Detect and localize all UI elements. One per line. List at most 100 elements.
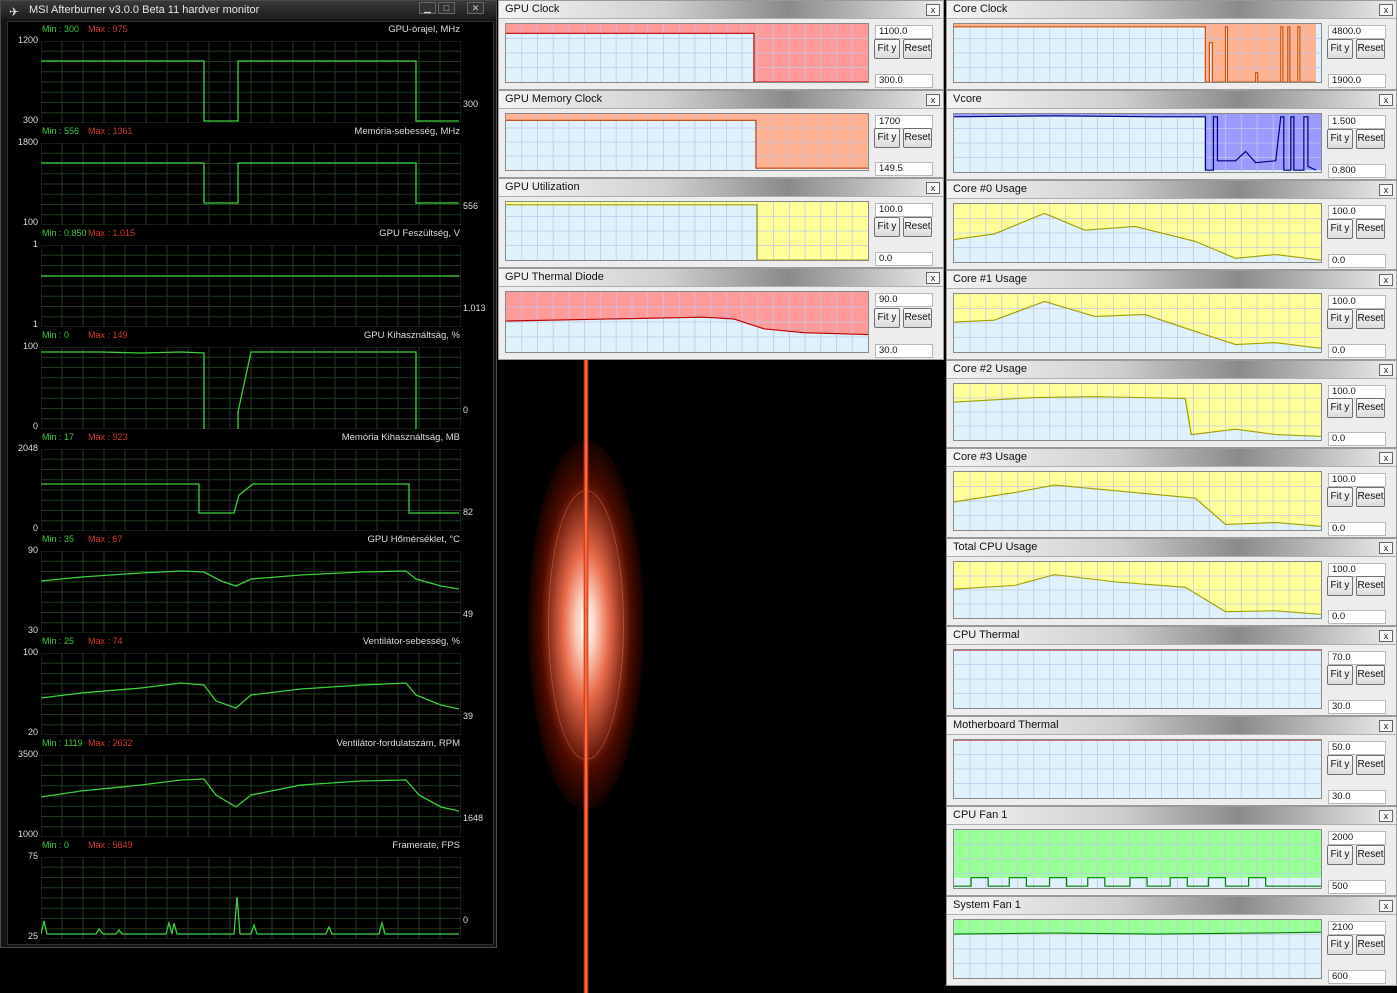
- panel-max-value[interactable]: 90.0: [875, 293, 933, 307]
- fit-y-button[interactable]: Fit y: [874, 128, 900, 148]
- afterburner-graph[interactable]: Min : 0.850 Max : 1.015 GPU Feszültség, …: [8, 226, 494, 329]
- close-icon[interactable]: x: [926, 94, 940, 106]
- panel-max-value[interactable]: 70.0: [1328, 651, 1386, 665]
- panel-titlebar[interactable]: CPU Thermal x: [947, 627, 1396, 645]
- reset-button[interactable]: Reset: [1356, 487, 1385, 507]
- fit-y-button[interactable]: Fit y: [1327, 665, 1353, 685]
- panel-min-value[interactable]: 1900.0: [1328, 74, 1386, 88]
- panel-max-value[interactable]: 1100.0: [875, 25, 933, 39]
- panel-min-value[interactable]: 0.0: [875, 252, 933, 266]
- close-icon[interactable]: x: [1379, 274, 1393, 286]
- afterburner-graph[interactable]: Min : 25 Max : 74 Ventilátor-sebesség, %…: [8, 634, 494, 737]
- panel-max-value[interactable]: 100.0: [875, 203, 933, 217]
- panel-max-value[interactable]: 100.0: [1328, 563, 1386, 577]
- reset-button[interactable]: Reset: [903, 39, 932, 59]
- monitor-panel[interactable]: GPU Thermal Diode x 90.0 Fit y Reset 30.…: [498, 268, 944, 360]
- close-icon[interactable]: x: [926, 182, 940, 194]
- fit-y-button[interactable]: Fit y: [1327, 576, 1353, 596]
- reset-button[interactable]: Reset: [1356, 39, 1385, 59]
- reset-button[interactable]: Reset: [1356, 576, 1385, 596]
- close-icon[interactable]: x: [1379, 184, 1393, 196]
- fit-y-button[interactable]: Fit y: [1327, 39, 1353, 59]
- afterburner-graph[interactable]: Min : 17 Max : 923 Memória Kihasználtság…: [8, 430, 494, 533]
- panel-titlebar[interactable]: CPU Fan 1 x: [947, 807, 1396, 825]
- monitor-panel[interactable]: Vcore x 1.500 Fit y Reset 0.800: [946, 90, 1397, 180]
- monitor-panel[interactable]: GPU Utilization x 100.0 Fit y Reset 0.0: [498, 178, 944, 268]
- panel-titlebar[interactable]: Core #1 Usage x: [947, 271, 1396, 289]
- reset-button[interactable]: Reset: [903, 308, 932, 328]
- reset-button[interactable]: Reset: [1356, 665, 1385, 685]
- panel-max-value[interactable]: 1700: [875, 115, 933, 129]
- panel-min-value[interactable]: 0.0: [1328, 432, 1386, 446]
- panel-min-value[interactable]: 0.0: [1328, 610, 1386, 624]
- afterburner-graph-area[interactable]: Min : 300 Max : 975 GPU-órajel, MHz 1200…: [7, 21, 494, 945]
- fit-y-button[interactable]: Fit y: [1327, 935, 1353, 955]
- panel-titlebar[interactable]: GPU Clock x: [499, 1, 943, 19]
- fit-y-button[interactable]: Fit y: [1327, 487, 1353, 507]
- fit-y-button[interactable]: Fit y: [874, 308, 900, 328]
- panel-titlebar[interactable]: Core #3 Usage x: [947, 449, 1396, 467]
- panel-min-value[interactable]: 0.0: [1328, 254, 1386, 268]
- afterburner-graph[interactable]: Min : 1119 Max : 2632 Ventilátor-fordula…: [8, 736, 494, 839]
- panel-titlebar[interactable]: System Fan 1 x: [947, 897, 1396, 915]
- panel-max-value[interactable]: 100.0: [1328, 295, 1386, 309]
- panel-min-value[interactable]: 30.0: [1328, 790, 1386, 804]
- monitor-panel[interactable]: CPU Fan 1 x 2000 Fit y Reset 500: [946, 806, 1397, 896]
- fit-y-button[interactable]: Fit y: [1327, 398, 1353, 418]
- reset-button[interactable]: Reset: [1356, 219, 1385, 239]
- close-icon[interactable]: x: [1379, 452, 1393, 464]
- panel-min-value[interactable]: 149.5: [875, 162, 933, 176]
- minimize-button[interactable]: ▁: [419, 2, 436, 14]
- panel-titlebar[interactable]: GPU Utilization x: [499, 179, 943, 197]
- fit-y-button[interactable]: Fit y: [1327, 755, 1353, 775]
- panel-max-value[interactable]: 100.0: [1328, 385, 1386, 399]
- reset-button[interactable]: Reset: [1356, 755, 1385, 775]
- monitor-panel[interactable]: Core Clock x 4800.0 Fit y Reset 1900.0: [946, 0, 1397, 90]
- panel-max-value[interactable]: 2000: [1328, 831, 1386, 845]
- close-icon[interactable]: x: [1379, 900, 1393, 912]
- panel-max-value[interactable]: 2100: [1328, 921, 1386, 935]
- monitor-panel[interactable]: System Fan 1 x 2100 Fit y Reset 600: [946, 896, 1397, 986]
- fit-y-button[interactable]: Fit y: [1327, 219, 1353, 239]
- panel-min-value[interactable]: 0.0: [1328, 344, 1386, 358]
- monitor-panel[interactable]: Total CPU Usage x 100.0 Fit y Reset 0.0: [946, 538, 1397, 626]
- close-icon[interactable]: x: [1379, 542, 1393, 554]
- close-icon[interactable]: x: [1379, 720, 1393, 732]
- panel-min-value[interactable]: 30.0: [875, 344, 933, 358]
- close-icon[interactable]: x: [926, 272, 940, 284]
- close-icon[interactable]: x: [1379, 630, 1393, 642]
- panel-max-value[interactable]: 100.0: [1328, 473, 1386, 487]
- reset-button[interactable]: Reset: [1356, 845, 1385, 865]
- panel-titlebar[interactable]: Core #2 Usage x: [947, 361, 1396, 379]
- close-icon[interactable]: x: [926, 4, 940, 16]
- reset-button[interactable]: Reset: [903, 128, 932, 148]
- afterburner-graph[interactable]: Min : 0 Max : 5849 Framerate, FPS 75 25 …: [8, 838, 494, 941]
- close-icon[interactable]: x: [1379, 364, 1393, 376]
- monitor-panel[interactable]: Core #0 Usage x 100.0 Fit y Reset 0.0: [946, 180, 1397, 270]
- monitor-panel[interactable]: GPU Memory Clock x 1700 Fit y Reset 149.…: [498, 90, 944, 178]
- monitor-panel[interactable]: Core #1 Usage x 100.0 Fit y Reset 0.0: [946, 270, 1397, 360]
- panel-min-value[interactable]: 30.0: [1328, 700, 1386, 714]
- panel-titlebar[interactable]: GPU Thermal Diode x: [499, 269, 943, 287]
- panel-max-value[interactable]: 100.0: [1328, 205, 1386, 219]
- panel-max-value[interactable]: 4800.0: [1328, 25, 1386, 39]
- reset-button[interactable]: Reset: [903, 217, 932, 237]
- fit-y-button[interactable]: Fit y: [874, 217, 900, 237]
- monitor-panel[interactable]: Core #3 Usage x 100.0 Fit y Reset 0.0: [946, 448, 1397, 538]
- panel-min-value[interactable]: 500: [1328, 880, 1386, 894]
- monitor-panel[interactable]: GPU Clock x 1100.0 Fit y Reset 300.0: [498, 0, 944, 90]
- close-button[interactable]: ✕: [467, 2, 484, 14]
- fit-y-button[interactable]: Fit y: [874, 39, 900, 59]
- close-icon[interactable]: x: [1379, 94, 1393, 106]
- panel-titlebar[interactable]: Core #0 Usage x: [947, 181, 1396, 199]
- reset-button[interactable]: Reset: [1356, 398, 1385, 418]
- panel-min-value[interactable]: 600: [1328, 970, 1386, 984]
- afterburner-graph[interactable]: Min : 0 Max : 149 GPU Kihasználtság, % 1…: [8, 328, 494, 431]
- monitor-panel[interactable]: CPU Thermal x 70.0 Fit y Reset 30.0: [946, 626, 1397, 716]
- fit-y-button[interactable]: Fit y: [1327, 845, 1353, 865]
- panel-titlebar[interactable]: Motherboard Thermal x: [947, 717, 1396, 735]
- panel-titlebar[interactable]: Total CPU Usage x: [947, 539, 1396, 557]
- afterburner-graph[interactable]: Min : 35 Max : 67 GPU Hőmérséklet, °C 90…: [8, 532, 494, 635]
- panel-min-value[interactable]: 300.0: [875, 74, 933, 88]
- afterburner-graph[interactable]: Min : 300 Max : 975 GPU-órajel, MHz 1200…: [8, 22, 494, 125]
